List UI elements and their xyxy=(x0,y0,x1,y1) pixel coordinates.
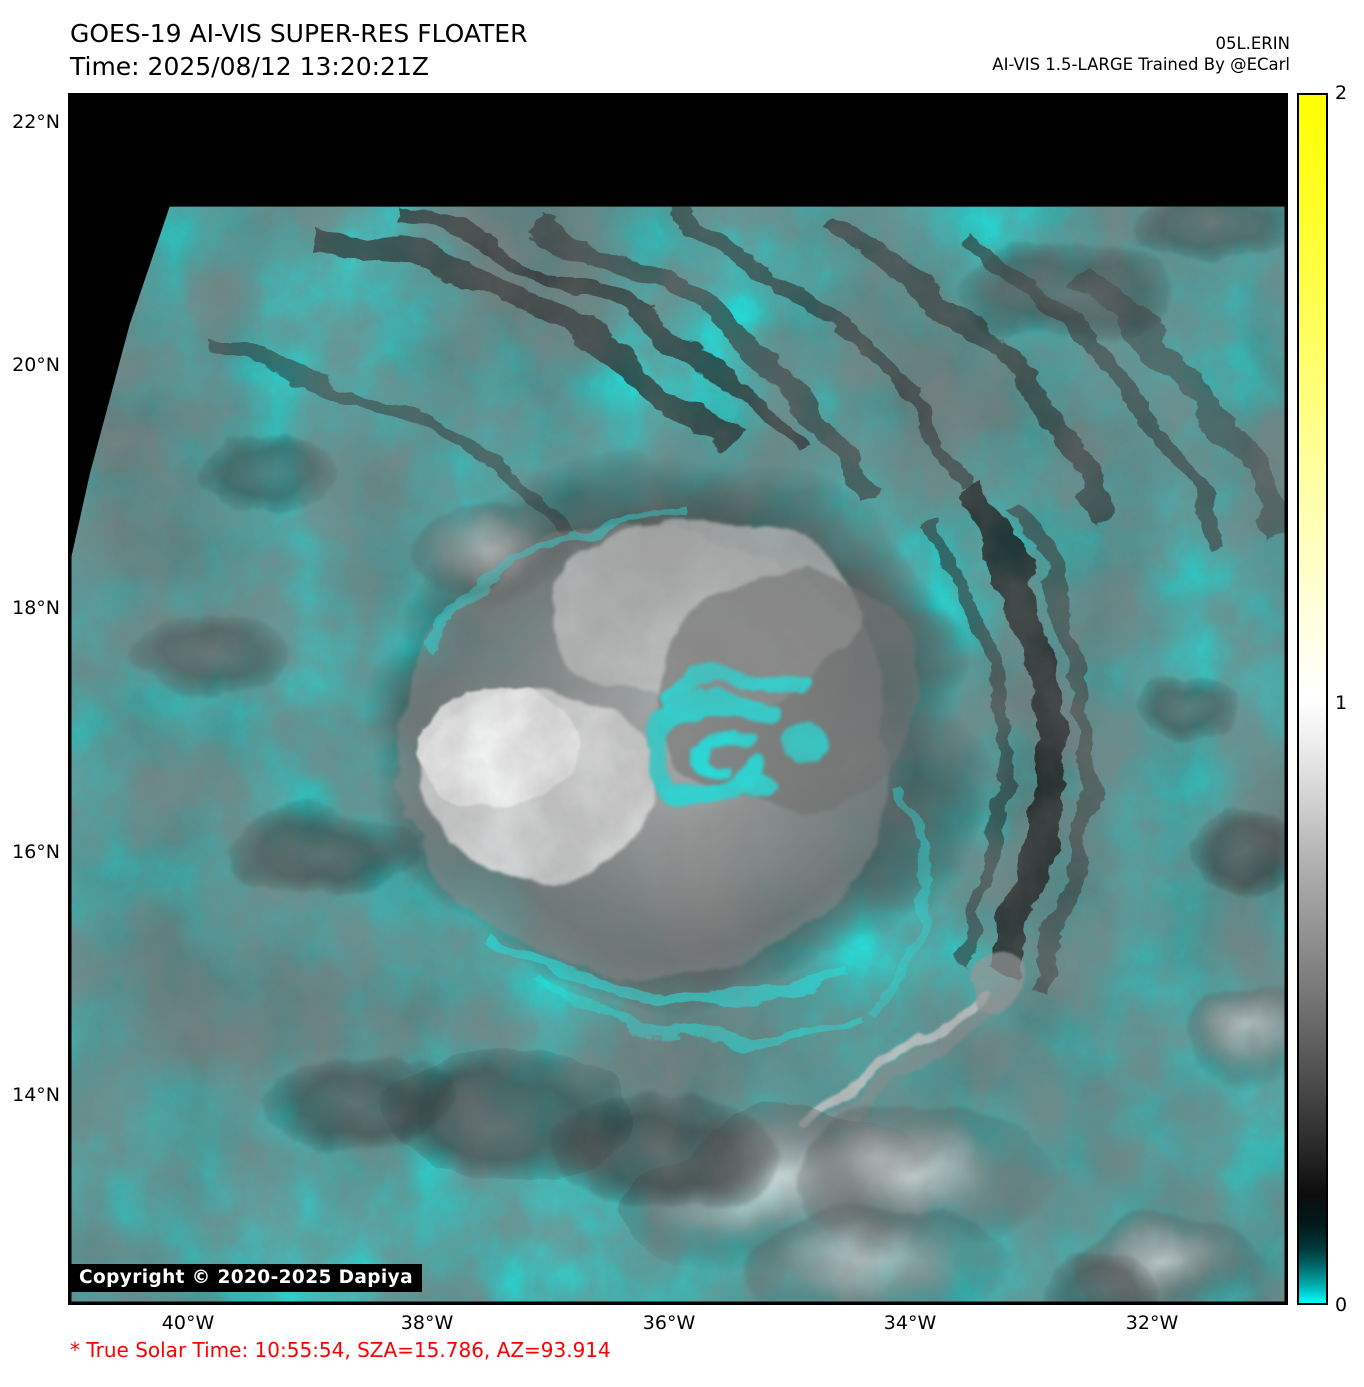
satellite-imagery xyxy=(70,95,1286,1303)
lat-tick-22n: 22°N xyxy=(12,111,60,133)
lon-tick-34w: 34°W xyxy=(883,1312,937,1334)
lat-tick-16n: 16°N xyxy=(12,841,60,863)
colorbar-tick-2: 2 xyxy=(1335,82,1348,104)
model-credit-label: AI-VIS 1.5-LARGE Trained By @ECarl xyxy=(992,55,1290,75)
lat-tick-14n: 14°N xyxy=(12,1084,60,1106)
colorbar-tick-1: 1 xyxy=(1335,692,1348,714)
solar-geometry-note: * True Solar Time: 10:55:54, SZA=15.786,… xyxy=(70,1338,611,1362)
lon-tick-36w: 36°W xyxy=(642,1312,696,1334)
pixel-speckle xyxy=(70,206,1286,1303)
page-title: GOES-19 AI-VIS SUPER-RES FLOATER xyxy=(70,19,528,48)
colorbar[interactable]: 2 1 0 xyxy=(1297,82,1347,1316)
swath-group xyxy=(70,206,1286,1303)
satellite-image-panel[interactable]: Copyright © 2020-2025 Dapiya xyxy=(68,93,1288,1305)
lat-tick-18n: 18°N xyxy=(12,597,60,619)
copyright-overlay: Copyright © 2020-2025 Dapiya xyxy=(70,1264,422,1292)
timestamp-label: Time: 2025/08/12 13:20:21Z xyxy=(70,51,429,81)
colorbar-gradient xyxy=(1297,93,1328,1305)
colorbar-tick-0: 0 xyxy=(1335,1294,1348,1316)
lon-tick-32w: 32°W xyxy=(1125,1312,1179,1334)
header-left-block: GOES-19 AI-VIS SUPER-RES FLOATER Time: 2… xyxy=(70,18,527,83)
lon-tick-40w: 40°W xyxy=(161,1312,215,1334)
header-right-block: 05L.ERIN AI-VIS 1.5-LARGE Trained By @EC… xyxy=(992,33,1290,76)
lon-tick-38w: 38°W xyxy=(400,1312,454,1334)
lat-tick-20n: 20°N xyxy=(12,354,60,376)
storm-id-label: 05L.ERIN xyxy=(1215,34,1290,53)
